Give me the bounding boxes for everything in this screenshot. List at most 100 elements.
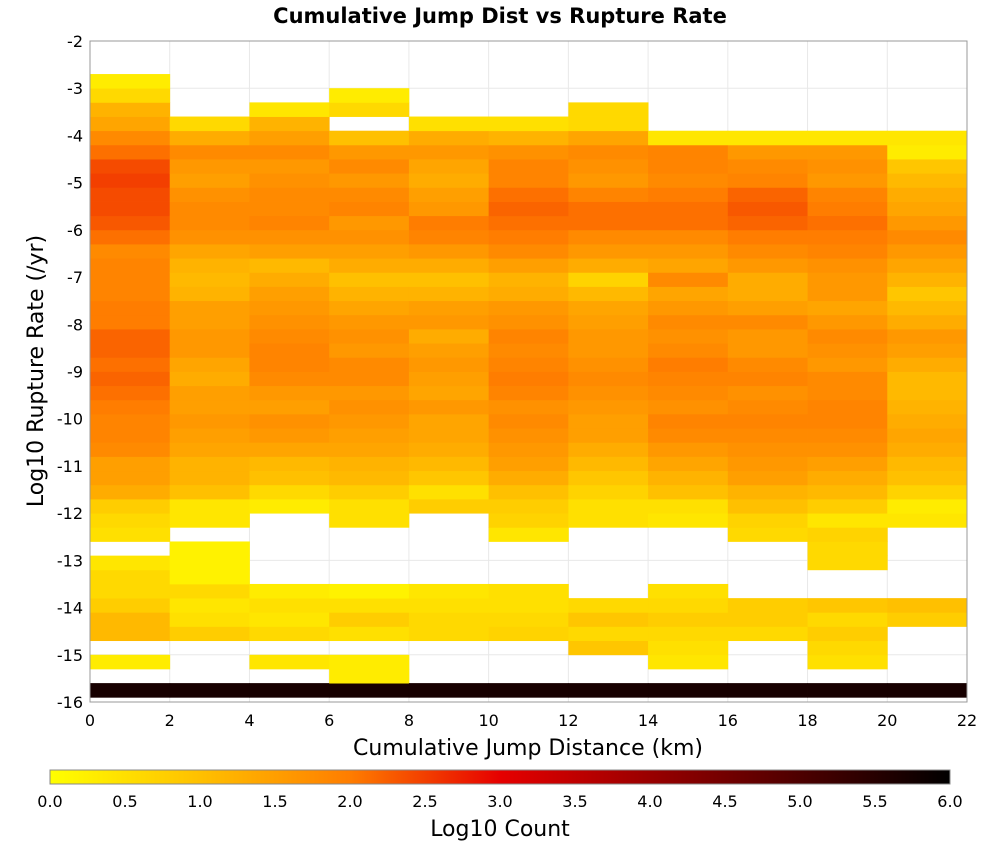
heatmap-cell [807, 541, 888, 557]
heatmap-cell [727, 484, 808, 500]
heatmap-cell [648, 654, 729, 670]
heatmap-cell [727, 598, 808, 613]
heatmap-cell [329, 88, 410, 103]
heatmap-cell [727, 258, 808, 273]
heatmap-cell [727, 527, 808, 542]
heatmap-cell [249, 300, 330, 316]
heatmap-cell [807, 329, 888, 344]
heatmap-cell [887, 130, 968, 146]
heatmap-cell [807, 413, 888, 429]
heatmap-cell [90, 74, 171, 89]
y-tick-label: -7 [67, 268, 83, 287]
heatmap-cell [90, 484, 171, 500]
heatmap-cell [329, 314, 410, 330]
heatmap-cell [568, 456, 649, 472]
heatmap-cell [488, 144, 569, 160]
heatmap-cell [329, 668, 410, 684]
x-tick-label: 16 [718, 711, 738, 730]
heatmap-cell [887, 187, 968, 202]
heatmap-cell [568, 244, 649, 259]
heatmap-cell [807, 640, 888, 656]
heatmap-cell [90, 201, 171, 217]
heatmap-cell [807, 683, 888, 698]
heatmap-cell [329, 144, 410, 160]
heatmap-cell [488, 173, 569, 188]
heatmap-cell [169, 314, 250, 330]
heatmap-cell [408, 314, 490, 330]
heatmap-cell [648, 612, 729, 627]
heatmap-cell [408, 201, 490, 217]
heatmap-cell [887, 442, 968, 457]
heatmap-cell [488, 187, 569, 202]
heatmap-cell [887, 244, 968, 259]
heatmap-cell [329, 272, 410, 287]
heatmap-cell [807, 654, 888, 670]
heatmap-cell [727, 201, 808, 217]
heatmap-cell [648, 244, 729, 259]
heatmap-cell [329, 612, 410, 627]
heatmap-cell [727, 329, 808, 344]
heatmap-cell [648, 258, 729, 273]
heatmap-cell [648, 159, 729, 174]
heatmap-cell [329, 385, 410, 401]
heatmap-cell [488, 159, 569, 174]
heatmap-cell [727, 428, 808, 443]
heatmap-cell [169, 598, 250, 613]
heatmap-cell [807, 272, 888, 287]
heatmap-cell [807, 484, 888, 500]
heatmap-cell [727, 314, 808, 330]
heatmap-cell [807, 399, 888, 415]
heatmap-cell [329, 286, 410, 302]
heatmap-cell [408, 626, 490, 642]
heatmap-cell [568, 357, 649, 372]
heatmap-cell [329, 484, 410, 500]
heatmap-cell [90, 357, 171, 372]
heatmap-cell [408, 187, 490, 202]
heatmap-cell [169, 456, 250, 472]
heatmap-cell [329, 598, 410, 613]
heatmap-cell [488, 286, 569, 302]
heatmap-cell [249, 626, 330, 642]
heatmap-cell [807, 626, 888, 642]
heatmap-cell [887, 300, 968, 316]
heatmap-cell [249, 173, 330, 188]
heatmap-cell [648, 428, 729, 443]
heatmap-cell [568, 130, 649, 146]
heatmap-cell [488, 201, 569, 217]
heatmap-cell [169, 513, 250, 528]
heatmap-cell [249, 130, 330, 146]
heatmap-cell [249, 683, 330, 698]
heatmap-cell [727, 215, 808, 231]
heatmap-cell [408, 413, 490, 429]
heatmap-cell [727, 612, 808, 627]
heatmap-cell [90, 683, 171, 698]
heatmap-cell [90, 329, 171, 344]
heatmap-cell [727, 385, 808, 401]
heatmap-cell [329, 244, 410, 259]
heatmap-cell [169, 343, 250, 358]
heatmap-cell [169, 357, 250, 372]
heatmap-cell [249, 102, 330, 117]
heatmap-cell [408, 442, 490, 457]
heatmap-cell [727, 513, 808, 528]
heatmap-cell [249, 456, 330, 472]
heatmap-cell [648, 314, 729, 330]
heatmap-cell [568, 399, 649, 415]
heatmap-cell [648, 286, 729, 302]
heatmap-cell [648, 385, 729, 401]
heatmap-cell [90, 300, 171, 316]
heatmap-cell [488, 428, 569, 443]
heatmap-cell [408, 272, 490, 287]
heatmap-cell [648, 442, 729, 457]
heatmap-cell [169, 612, 250, 627]
heatmap-cell [90, 513, 171, 528]
heatmap-cell [249, 357, 330, 372]
heatmap-cell [90, 583, 171, 599]
y-tick-label: -12 [57, 504, 83, 523]
heatmap-cell [249, 484, 330, 500]
colorbar-tick-label: 1.5 [262, 792, 287, 811]
heatmap-cell [887, 470, 968, 486]
heatmap-cell [568, 116, 649, 132]
heatmap-cell [329, 413, 410, 429]
